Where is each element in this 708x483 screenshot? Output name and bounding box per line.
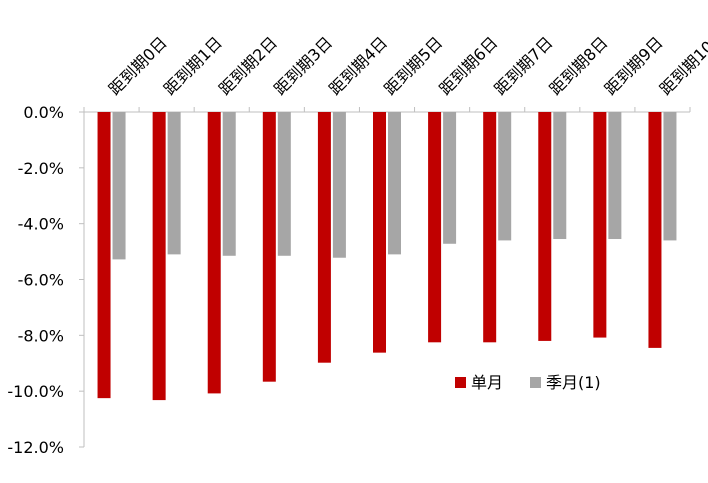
x-tick-label: 距到期4日 xyxy=(325,33,391,99)
x-tick-label: 距到期1日 xyxy=(160,33,226,99)
y-tick-label: -12.0% xyxy=(7,438,64,457)
bar-single-month xyxy=(593,112,607,338)
x-tick-label: 距到期3日 xyxy=(270,33,336,99)
x-tick-label: 距到期10日 xyxy=(656,26,708,99)
bar-single-month xyxy=(428,112,442,343)
bar-single-month xyxy=(648,112,662,348)
x-tick-label: 距到期2日 xyxy=(215,33,281,99)
bar-single-month xyxy=(262,112,276,382)
legend: 单月 季月(1) xyxy=(455,373,601,392)
y-tick-label: -10.0% xyxy=(7,382,64,401)
bar-single-month xyxy=(538,112,552,341)
x-tick-label: 距到期8日 xyxy=(546,33,612,99)
bar-quarter-month xyxy=(222,112,236,256)
y-tick-label: -4.0% xyxy=(18,215,64,234)
bar-quarter-month xyxy=(388,112,401,255)
bar-quarter-month xyxy=(553,112,567,240)
legend-swatch xyxy=(530,377,541,388)
legend-swatch xyxy=(455,377,466,388)
x-axis: 距到期0日距到期1日距到期2日距到期3日距到期4日距到期5日距到期6日距到期7日… xyxy=(83,26,708,113)
bar-quarter-month xyxy=(167,112,181,255)
x-tick-label: 距到期5日 xyxy=(380,33,446,99)
bar-quarter-month xyxy=(608,112,622,240)
bar-quarter-month xyxy=(443,112,457,244)
x-tick-label: 距到期6日 xyxy=(435,33,501,99)
y-tick-label: -2.0% xyxy=(18,159,64,178)
x-tick-label: 距到期7日 xyxy=(491,33,557,99)
bar-single-month xyxy=(97,112,111,399)
x-tick-label: 距到期0日 xyxy=(105,33,171,99)
bar-single-month xyxy=(373,112,386,353)
bar-single-month xyxy=(317,112,331,363)
bar-single-month xyxy=(207,112,221,394)
y-tick-label: 0.0% xyxy=(23,103,64,122)
x-tick-label: 距到期9日 xyxy=(601,33,667,99)
y-axis: 0.0% -2.0% -4.0% -6.0% -8.0% -10.0% -12.0% xyxy=(7,103,85,457)
bar-quarter-month xyxy=(663,112,677,241)
bar-quarter-month xyxy=(498,112,512,241)
bar-quarter-month xyxy=(112,112,126,260)
bar-single-month xyxy=(152,112,166,401)
bars xyxy=(97,112,677,401)
legend-label: 季月(1) xyxy=(546,373,601,392)
legend-label: 单月 xyxy=(471,373,503,392)
bar-quarter-month xyxy=(277,112,291,256)
bar-single-month xyxy=(483,112,497,343)
y-tick-label: -6.0% xyxy=(18,271,64,290)
y-tick-label: -8.0% xyxy=(18,326,64,345)
bar-quarter-month xyxy=(332,112,346,258)
